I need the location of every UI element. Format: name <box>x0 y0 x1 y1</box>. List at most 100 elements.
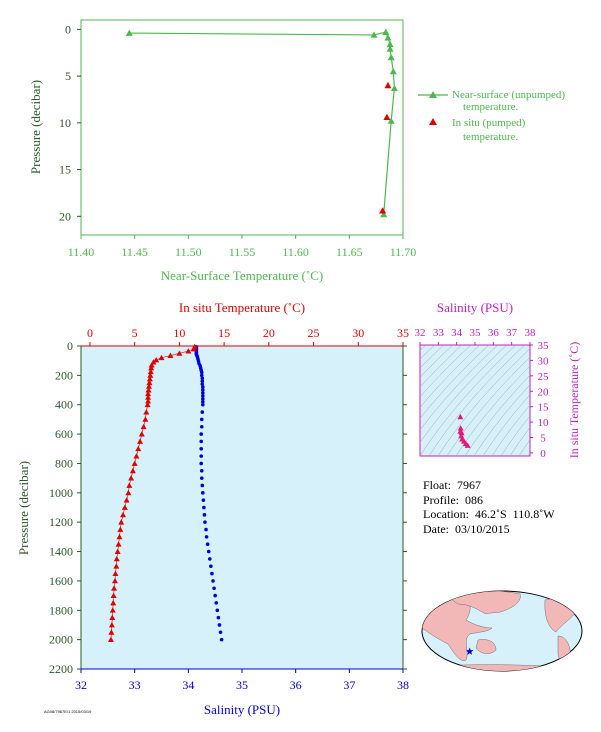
profile-panel: 0 5 10 15 20 25 30 35 32 33 34 35 36 37 38 0 200 400 600… <box>16 300 409 717</box>
temperature-tick-label: 25 <box>308 326 320 340</box>
temperature-point <box>176 350 183 356</box>
ts-salinity-tick-label: 33 <box>433 327 445 339</box>
near-surface-y-axis-label: Pressure (decibar) <box>28 80 43 174</box>
ts-temperature-axis-label: In situ Temperature (˚C) <box>567 342 581 459</box>
temperature-point <box>125 489 132 496</box>
density-contour <box>420 345 463 388</box>
salinity-tick-label: 35 <box>236 678 248 692</box>
salinity-tick-label: 36 <box>290 678 302 692</box>
ts-point <box>457 428 464 434</box>
near-surface-x-ticks: 11.40 11.45 11.50 11.55 11.60 11.65 11.70 <box>68 235 417 259</box>
legend-label-pumped: In situ (pumped) temperature. <box>452 117 528 143</box>
profile-salinity-axis-label: Salinity (PSU) <box>204 702 280 717</box>
temperature-tick-label: 15 <box>218 326 230 340</box>
salinity-point <box>206 549 211 554</box>
float-location-star-icon <box>465 647 474 655</box>
temperature-point <box>114 548 121 554</box>
salinity-point <box>204 527 208 532</box>
temperature-point <box>110 592 117 598</box>
temperature-point <box>135 445 142 452</box>
salinity-point <box>200 376 205 381</box>
footer-code: AG08/7967E/1 2015/03/19 <box>44 709 92 714</box>
profile-temperature-ticks: 0 5 10 15 20 25 30 35 <box>87 326 409 346</box>
salinity-point <box>214 601 219 605</box>
salinity-point <box>202 505 206 510</box>
density-contour <box>482 394 530 456</box>
x-tick-label: 11.60 <box>282 245 309 259</box>
ts-salinity-tick-label: 34 <box>451 327 463 339</box>
ts-salinity-tick-label: 36 <box>488 327 500 339</box>
density-contour <box>518 439 530 456</box>
salinity-point <box>201 391 205 395</box>
pressure-tick-label: 0 <box>67 339 73 353</box>
salinity-point <box>201 402 205 407</box>
x-tick-label: 11.50 <box>175 245 202 259</box>
ts-salinity-axis-label: Salinity (PSU) <box>437 300 513 315</box>
pumped-temperature-point <box>379 207 387 214</box>
temperature-point <box>115 541 122 547</box>
temperature-point <box>144 401 151 408</box>
salinity-point <box>204 535 209 539</box>
salinity-point <box>199 468 204 473</box>
temperature-point <box>147 372 154 378</box>
near-surface-plot-frame <box>80 19 404 236</box>
profile-temperature-axis-label: In situ Temperature (˚C) <box>179 300 305 315</box>
salinity-tick-label: 34 <box>182 678 194 692</box>
legend-marker-unpumped <box>429 91 437 98</box>
salinity-point <box>199 424 204 429</box>
temperature-point <box>113 555 120 562</box>
y-tick-label: 15 <box>59 163 71 177</box>
near-surface-x-axis-label: Near-Surface Temperature (˚C) <box>161 268 323 283</box>
temperature-point <box>131 460 138 466</box>
temperature-point <box>140 423 147 430</box>
ts-temperature-tick-label: 25 <box>538 371 550 383</box>
temperature-point <box>109 607 116 613</box>
unpumped-temperature-point <box>390 84 398 92</box>
salinity-point <box>201 394 205 398</box>
salinity-point <box>216 615 221 620</box>
salinity-point <box>199 439 204 444</box>
temperature-point <box>111 585 118 591</box>
x-tick-label: 11.70 <box>390 245 417 259</box>
ts-salinity-tick-label: 37 <box>506 327 518 339</box>
salinity-point <box>201 399 205 404</box>
salinity-point <box>201 397 205 401</box>
salinity-point <box>199 370 204 375</box>
salinity-point <box>200 382 205 386</box>
salinity-point <box>199 373 204 378</box>
temperature-tick-label: 0 <box>87 326 93 340</box>
temperature-point <box>112 570 119 576</box>
ts-salinity-tick-label: 38 <box>525 327 537 339</box>
temperature-point <box>111 577 118 584</box>
ts-plot-frame <box>419 344 531 457</box>
temperature-point <box>167 352 174 358</box>
salinity-point <box>202 513 207 517</box>
temperature-point <box>145 394 152 400</box>
salinity-point <box>201 388 205 392</box>
temperature-point <box>138 431 145 437</box>
temperature-tick-label: 35 <box>397 326 409 340</box>
pressure-tick-label: 200 <box>55 368 73 382</box>
profile-series <box>107 343 224 643</box>
legend-label-unpumped: Near-surface (unpumped) temperature. <box>452 89 568 113</box>
pressure-tick-label: 1400 <box>49 545 73 559</box>
density-contour <box>446 356 530 456</box>
salinity-point <box>205 542 210 547</box>
salinity-point <box>211 579 215 583</box>
near-surface-panel: 11.40 11.45 11.50 11.55 11.60 11.65 11.70 0 5 10… <box>28 19 568 283</box>
x-tick-label: 11.45 <box>121 245 148 259</box>
salinity-point <box>212 586 216 591</box>
y-tick-label: 10 <box>59 116 71 130</box>
near-surface-y-ticks: 0 5 10 15 20 <box>59 22 81 223</box>
temperature-point <box>143 409 150 415</box>
profile-pressure-axis-label: Pressure (decibar) <box>16 461 31 555</box>
temperature-point <box>120 511 127 518</box>
pressure-tick-label: 1000 <box>49 486 73 500</box>
temperature-point <box>123 497 130 503</box>
ts-point <box>458 432 465 439</box>
salinity-point <box>203 520 207 524</box>
temperature-tick-label: 5 <box>132 326 138 340</box>
temperature-point <box>133 453 140 459</box>
temperature-point <box>148 365 155 371</box>
salinity-point <box>213 593 217 598</box>
